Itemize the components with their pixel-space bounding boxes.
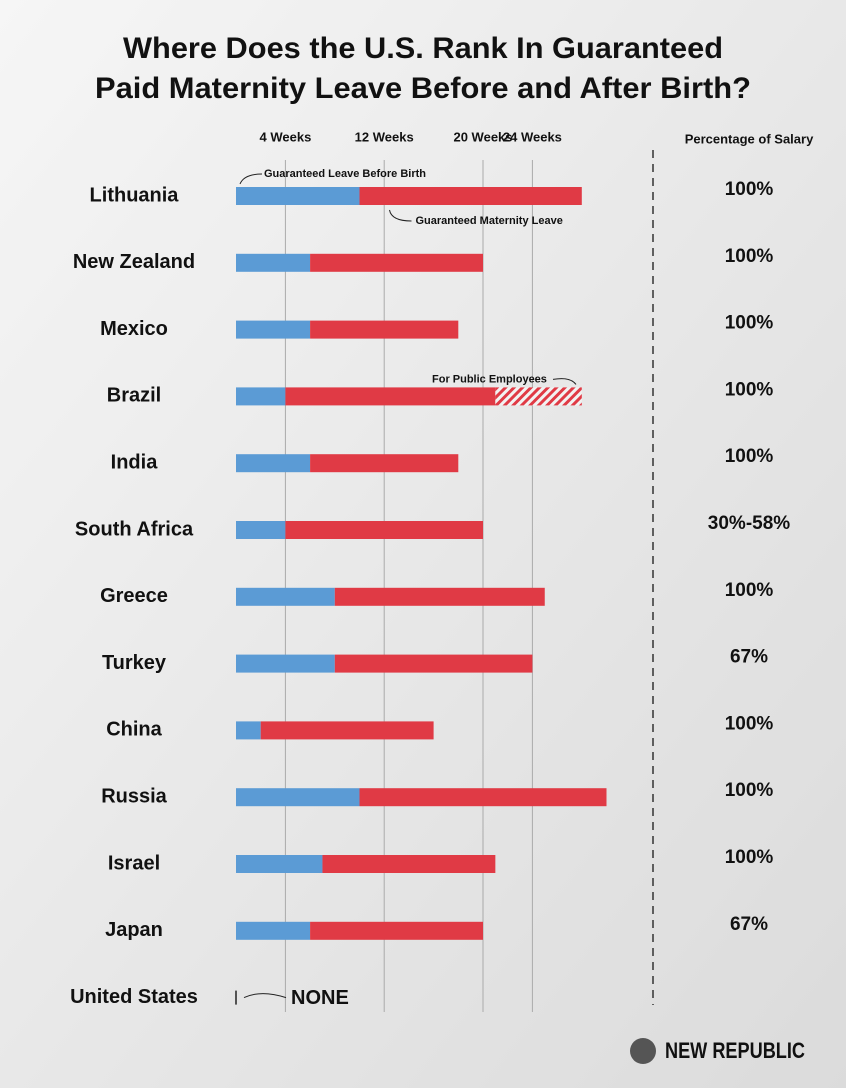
- legend-entry: For Public Employees: [432, 373, 547, 385]
- legend-arrow: [552, 378, 577, 385]
- bar-segment: [310, 320, 459, 339]
- salary-label: 100%: [725, 847, 774, 868]
- bar-segment: [310, 253, 483, 272]
- bar-segment: [236, 454, 311, 473]
- bar-segment: [236, 654, 335, 673]
- category-label: Israel: [108, 852, 160, 874]
- brand: NEW REPUBLIC: [665, 1038, 805, 1063]
- salary-label: 67%: [730, 647, 768, 668]
- bar-segment: [495, 387, 582, 406]
- x-tick-label: 20 Weeks: [453, 129, 512, 144]
- bar-segment: [310, 921, 483, 940]
- bar-segment: [236, 855, 323, 873]
- category-label: South Africa: [75, 518, 194, 540]
- bar-segment: [236, 521, 286, 539]
- salary-label: 100%: [725, 780, 774, 801]
- annotation-arrow: [243, 993, 287, 999]
- bar-segment: [236, 187, 360, 205]
- bar-segment: [359, 187, 582, 205]
- bar-segment: [236, 253, 311, 272]
- salary-label: 100%: [725, 580, 774, 601]
- salary-label: 100%: [725, 246, 774, 267]
- category-label: China: [106, 719, 162, 741]
- legend-entry: Guaranteed Maternity Leave: [416, 215, 563, 227]
- salary-label: 100%: [725, 313, 774, 334]
- bar-segment: [236, 721, 261, 740]
- category-label: Brazil: [107, 385, 161, 407]
- legend-arrow: [389, 209, 412, 222]
- brand-logo: [630, 1038, 656, 1064]
- bar-segment: [322, 855, 496, 873]
- category-label: Mexico: [100, 318, 168, 340]
- category-label: Lithuania: [90, 184, 180, 206]
- legend-arrow: [239, 173, 263, 185]
- x-tick-label: 24 Weeks: [503, 129, 562, 144]
- salary-label: 100%: [725, 446, 774, 467]
- none-label: NONE: [291, 987, 349, 1009]
- chart-title: Paid Maternity Leave Before and After Bi…: [95, 72, 751, 105]
- legend-entry: Guaranteed Leave Before Birth: [264, 168, 426, 180]
- bar-segment: [236, 320, 311, 339]
- x-tick-label: 4 Weeks: [260, 129, 312, 144]
- bar-segment: [236, 587, 335, 606]
- bar-segment: [236, 387, 286, 406]
- bar-segment: [260, 721, 434, 740]
- bar-segment: [359, 788, 607, 807]
- category-label: India: [111, 451, 159, 473]
- category-label: Japan: [105, 919, 163, 941]
- category-label: Russia: [101, 785, 167, 807]
- category-label: Turkey: [102, 652, 167, 674]
- bar-segment: [334, 587, 545, 606]
- bar-segment: [236, 921, 311, 940]
- salary-label: 67%: [730, 914, 768, 935]
- salary-label: 100%: [725, 713, 774, 734]
- salary-label: 100%: [725, 179, 774, 200]
- salary-label: 100%: [725, 379, 774, 400]
- salary-label: 30%-58%: [708, 513, 790, 534]
- category-label: Greece: [100, 585, 168, 607]
- x-tick-label: 12 Weeks: [355, 129, 414, 144]
- bar-segment: [285, 521, 483, 539]
- bar-segment: [334, 654, 533, 673]
- bar-segment: [310, 454, 459, 473]
- category-label: United States: [70, 986, 198, 1008]
- category-label: New Zealand: [73, 251, 195, 273]
- salary-header: Percentage of Salary: [685, 131, 814, 146]
- bar-segment: [236, 788, 360, 807]
- bar-segment: [285, 387, 496, 406]
- chart-title: Where Does the U.S. Rank In Guaranteed: [123, 32, 723, 65]
